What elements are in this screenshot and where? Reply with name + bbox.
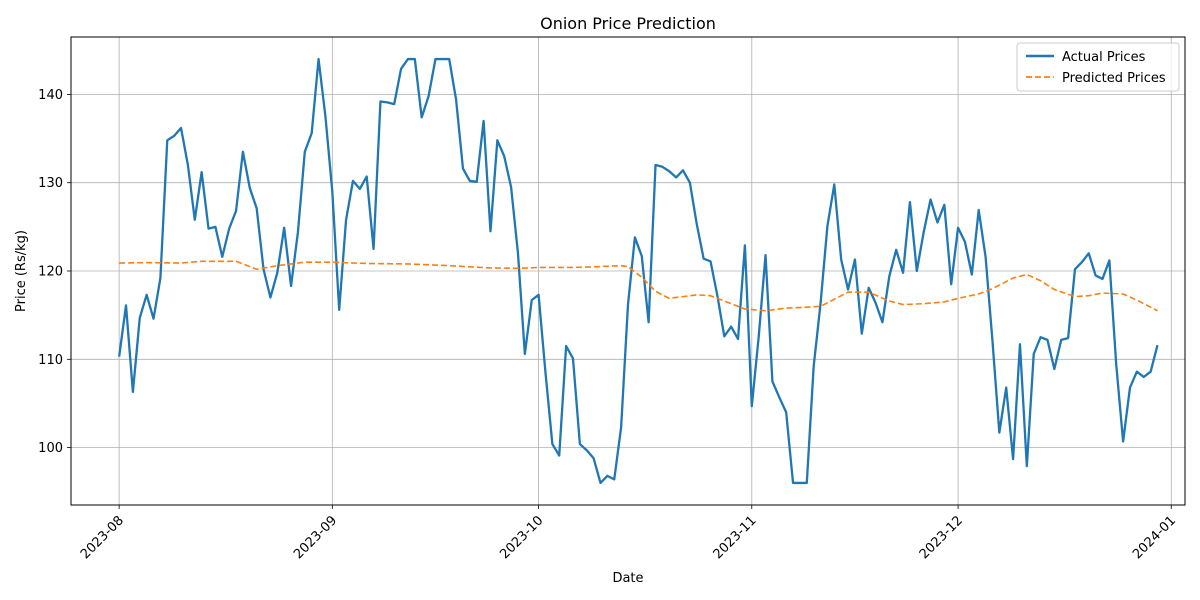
legend: Actual Prices Predicted Prices — [1016, 42, 1180, 92]
y-tick-label: 140 — [38, 88, 63, 103]
x-axis-label: Date — [612, 571, 643, 586]
y-tick-label: 100 — [38, 441, 63, 456]
series-line-actual — [118, 57, 1159, 485]
gridlines — [71, 37, 1185, 505]
legend-box — [1016, 42, 1180, 92]
legend-label-predicted: Predicted Prices — [1062, 71, 1166, 86]
series-lines — [118, 57, 1159, 485]
legend-label-actual: Actual Prices — [1062, 50, 1146, 65]
y-tick-label: 130 — [38, 176, 63, 191]
y-tick-label: 110 — [38, 353, 63, 368]
y-axis-label: Price (Rs/kg) — [14, 230, 29, 312]
chart-title: Onion Price Prediction — [540, 14, 716, 33]
series-line-predicted — [119, 260, 1158, 312]
y-tick-label: 120 — [38, 265, 63, 280]
